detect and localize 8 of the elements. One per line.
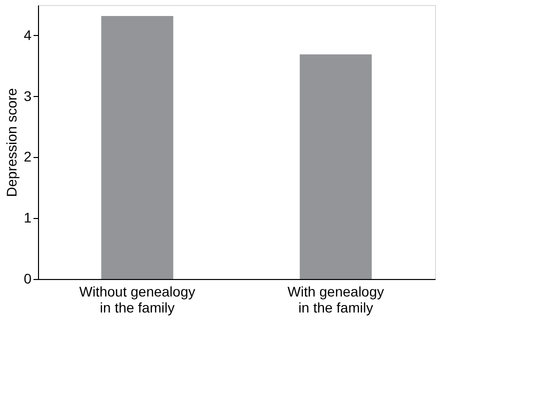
y-axis-title: Depression score	[4, 88, 20, 197]
y-tick-label: 1	[24, 210, 32, 226]
x-tick-label: Without genealogy in the family	[79, 284, 196, 316]
y-tick-label: 2	[24, 148, 32, 165]
x-tick-label: With genealogy in the family	[287, 284, 384, 316]
y-tick-label: 4	[24, 26, 32, 43]
y-tick-label: 0	[24, 270, 32, 286]
y-tick-label: 3	[24, 88, 32, 104]
